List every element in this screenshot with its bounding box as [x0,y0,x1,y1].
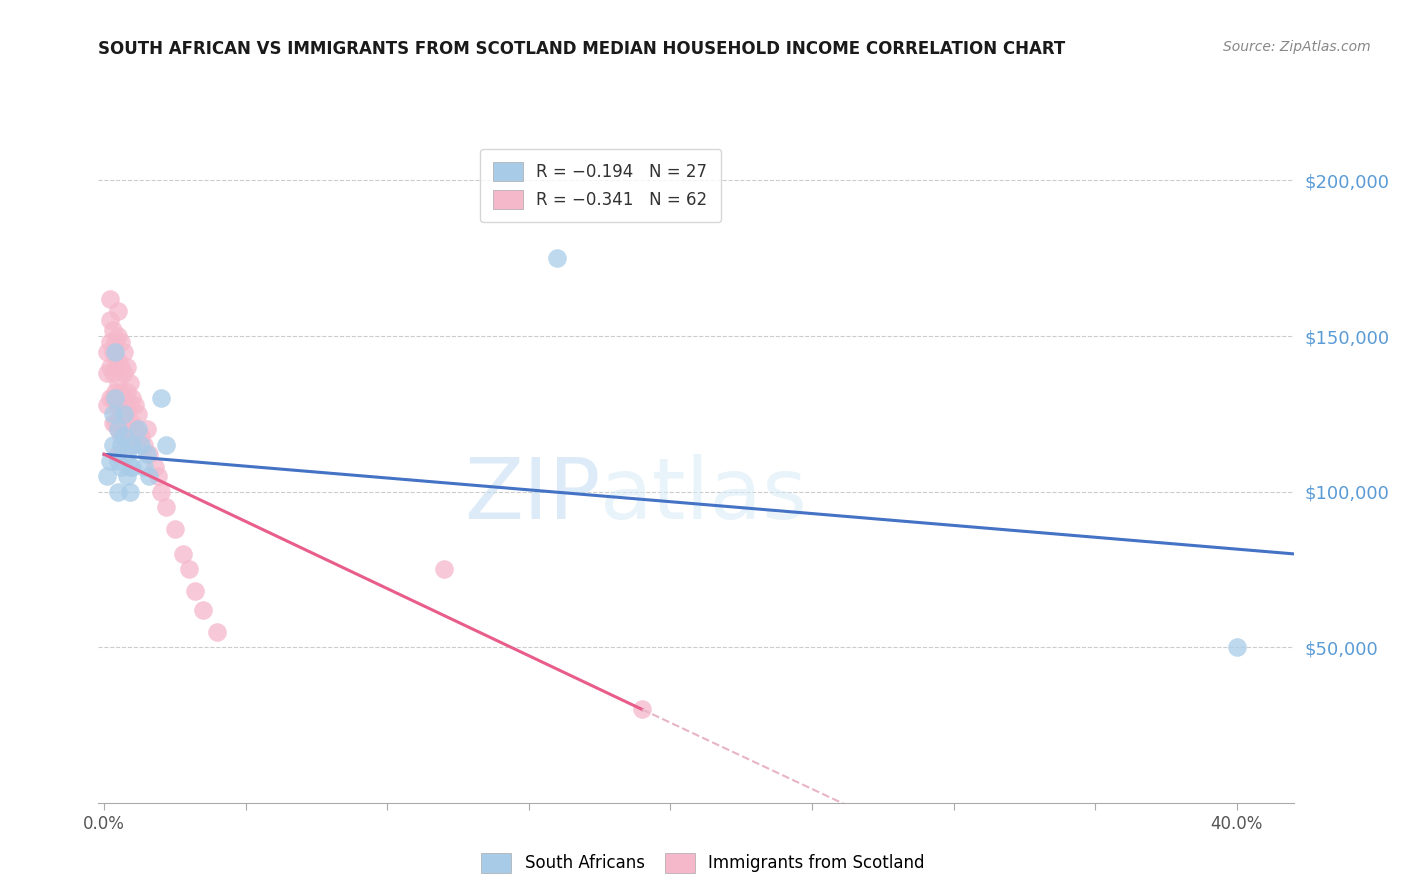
Point [110,428,132,442]
Point [118,397,141,411]
Point [193,603,215,617]
Point [115,447,138,461]
Text: ZIP: ZIP [464,453,600,537]
Point [110,385,132,400]
Point [96,469,118,483]
Point [143,459,166,474]
Point [101,344,124,359]
Point [121,416,143,430]
Point [112,367,135,381]
Point [138,469,160,483]
Point [98,313,121,327]
Text: atlas: atlas [600,453,808,537]
Point [149,392,172,406]
Point [135,422,157,436]
Point [207,624,229,639]
Point [107,376,129,390]
Point [101,392,124,406]
Point [96,344,118,359]
Point [98,453,121,467]
Point [155,500,177,515]
Point [124,422,146,436]
Legend: South Africans, Immigrants from Scotland: South Africans, Immigrants from Scotland [475,847,931,880]
Point [98,360,121,375]
Point [98,335,121,350]
Point [132,438,155,452]
Point [110,459,132,474]
Point [107,304,129,318]
Point [107,453,129,467]
Point [149,484,172,499]
Point [135,447,157,461]
Point [101,407,124,421]
Point [183,584,205,599]
Point [132,459,155,474]
Text: Source: ZipAtlas.com: Source: ZipAtlas.com [1223,40,1371,54]
Point [546,252,568,266]
Point [124,397,146,411]
Point [112,407,135,421]
Point [115,469,138,483]
Point [177,562,200,576]
Point [110,360,132,375]
Point [107,447,129,461]
Point [118,459,141,474]
Point [101,367,124,381]
Point [110,335,132,350]
Point [101,323,124,337]
Point [631,702,654,716]
Point [112,416,135,430]
Point [112,344,135,359]
Point [107,354,129,368]
Legend: R = −0.194   N = 27, R = −0.341   N = 62: R = −0.194 N = 27, R = −0.341 N = 62 [479,149,721,222]
Text: SOUTH AFRICAN VS IMMIGRANTS FROM SCOTLAND MEDIAN HOUSEHOLD INCOME CORRELATION CH: SOUTH AFRICAN VS IMMIGRANTS FROM SCOTLAN… [98,40,1066,58]
Point [118,422,141,436]
Point [121,438,143,452]
Point [107,329,129,343]
Point [107,422,129,436]
Point [127,422,149,436]
Point [115,428,138,442]
Point [121,459,143,474]
Point [1226,640,1249,655]
Point [101,438,124,452]
Point [104,360,127,375]
Point [107,397,129,411]
Point [138,447,160,461]
Point [112,392,135,406]
Point [104,344,127,359]
Point [115,385,138,400]
Point [433,562,456,576]
Point [101,416,124,430]
Point [172,547,194,561]
Point [98,292,121,306]
Point [98,392,121,406]
Point [146,469,169,483]
Point [107,484,129,499]
Point [118,376,141,390]
Point [121,438,143,452]
Point [104,416,127,430]
Point [104,385,127,400]
Point [127,407,149,421]
Point [118,484,141,499]
Point [107,422,129,436]
Point [129,428,152,442]
Point [96,397,118,411]
Point [110,407,132,421]
Y-axis label: Median Household Income: Median Household Income [0,367,7,570]
Point [115,360,138,375]
Point [96,367,118,381]
Point [112,428,135,442]
Point [121,392,143,406]
Point [104,392,127,406]
Point [115,407,138,421]
Point [129,438,152,452]
Point [104,335,127,350]
Point [155,438,177,452]
Point [163,522,186,536]
Point [110,438,132,452]
